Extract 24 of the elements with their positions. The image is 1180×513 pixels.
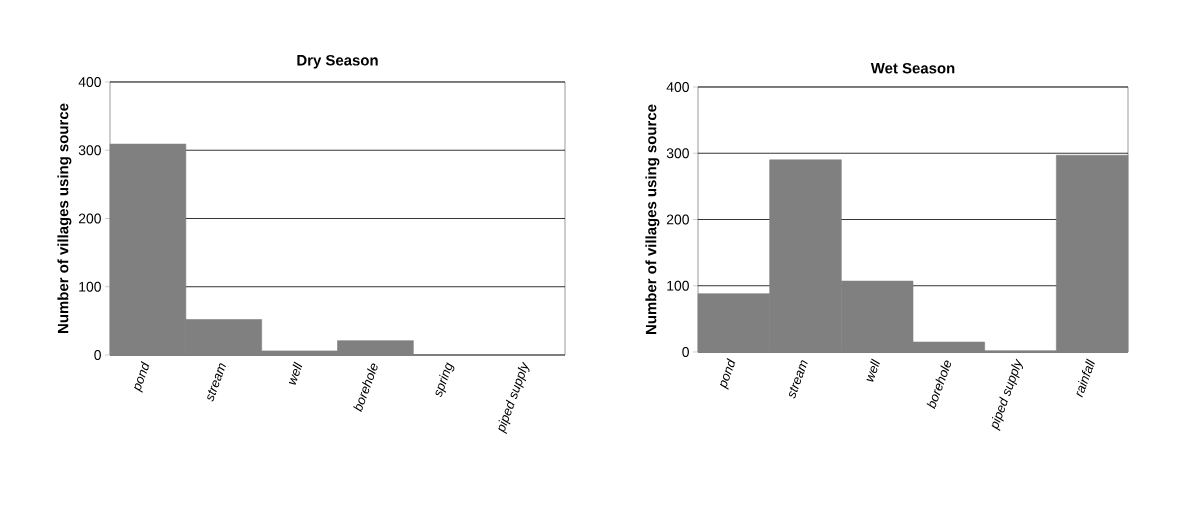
- y-tick-label: 0: [682, 347, 689, 357]
- y-tick-label: 400: [666, 82, 689, 92]
- y-tick-label: 200: [78, 213, 101, 224]
- y-tick-label: 100: [79, 281, 101, 292]
- y-tick-label: 400: [78, 77, 101, 87]
- y-tick-label: 200: [666, 214, 689, 225]
- x-tick-label: rainfall: [1076, 358, 1095, 398]
- x-tick-label: stream: [789, 360, 808, 399]
- x-tick-label: piped supply: [991, 358, 1023, 432]
- x-tick-label: well: [866, 358, 880, 382]
- chart-title: Dry Season: [297, 54, 378, 69]
- y-axis-title: Number of villages using source: [645, 104, 660, 334]
- x-tick-label: stream: [207, 363, 226, 402]
- x-tick-label: pond: [134, 360, 150, 393]
- y-tick-label: 0: [94, 350, 101, 360]
- x-tick-label: well: [288, 361, 303, 385]
- y-tick-label: 300: [666, 148, 689, 159]
- x-tick-label: spring: [435, 362, 455, 398]
- y-axis-title: Number of villages using source: [57, 103, 72, 333]
- x-tick-label: pond: [720, 357, 736, 390]
- chart-title: Wet Season: [870, 62, 955, 74]
- x-tick-label: piped supply: [498, 361, 530, 435]
- y-tick-label: 300: [78, 145, 101, 156]
- y-tick-label: 100: [667, 280, 689, 291]
